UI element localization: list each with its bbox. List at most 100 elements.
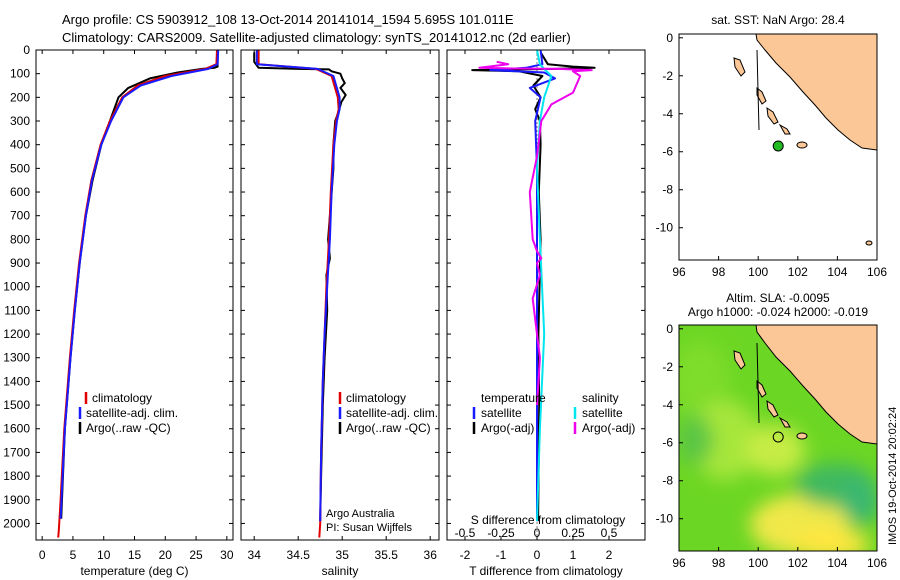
y-tick-label: 0: [666, 31, 673, 45]
difference-y-ticks: [447, 49, 645, 524]
climatology-title: Climatology: CARS2009. Satellite-adjuste…: [62, 30, 571, 45]
x-tick-label: 34.5: [287, 548, 311, 562]
series-line-argo-raw-qc-: [253, 52, 347, 522]
sla-map-title: Altim. SLA: -0.0095: [726, 291, 830, 305]
x-tick-label: 15: [128, 548, 142, 562]
x-tick-label: 5: [70, 548, 77, 562]
sst-map-frame: [678, 33, 878, 261]
temperature-y-axis: 0 100 200 300 400 500 600 700 800 900 1000 1100 1200…: [3, 43, 233, 530]
x-tick-label: -1: [496, 548, 507, 562]
y-tick-label: 1100: [4, 303, 30, 317]
sla-map-subtitle: Argo h1000: -0.024 h2000: -0.019: [688, 305, 868, 319]
island: [733, 350, 746, 370]
y-tick-label: -4: [662, 107, 673, 121]
salinity-difference-axis: -0.5 -0.25 0 0.25 0.5: [455, 50, 618, 540]
legend-heading-temperature: temperature: [481, 391, 546, 405]
x-tick-label: 102: [788, 556, 808, 570]
salinity-y-ticks: [241, 49, 439, 524]
y-tick-label: 1000: [3, 280, 30, 294]
y-tick-label: -8: [662, 474, 673, 488]
track-line: [756, 342, 760, 424]
x-tick-label: 10: [97, 548, 111, 562]
y-tick-label: 1500: [3, 398, 30, 412]
difference-panel: -2 -1 0 1 2 -0.5 -0.25 0 0.25 0.5 T difference f…: [446, 49, 646, 578]
island: [756, 379, 767, 398]
island: [865, 240, 873, 246]
series-line-satellite-adj-clim-: [59, 50, 220, 519]
y-tick-label: -6: [662, 436, 673, 450]
x-tick-label: 106: [867, 265, 887, 279]
series-line-t-satellite: [489, 50, 556, 522]
y-tick-label: -4: [662, 398, 673, 412]
series-line-s-satellite: [536, 50, 553, 522]
temperature-x-axis: 0 5 10 15 20 25 30: [39, 50, 234, 562]
sla-map-frame: [678, 324, 878, 552]
y-tick-label: 200: [10, 90, 30, 104]
x-tick-label: 102: [788, 265, 808, 279]
island: [733, 57, 746, 77]
profile-title: Argo profile: CS 5903912_108 13-Oct-2014…: [62, 12, 514, 27]
difference-legend: temperature salinity satellite Argo(-adj…: [472, 391, 635, 435]
difference-frame: [446, 49, 646, 541]
island: [766, 399, 779, 418]
x-tick-label: 98: [712, 556, 726, 570]
float-position-marker: [772, 431, 784, 443]
x-tick-label: 106: [867, 556, 887, 570]
s-tick-label: 0: [534, 526, 541, 540]
x-tick-label: 36: [424, 548, 438, 562]
x-tick-label: 100: [748, 265, 768, 279]
y-tick-label: 1900: [3, 493, 30, 507]
x-tick-label: 96: [672, 556, 686, 570]
x-tick-label: 1: [570, 548, 577, 562]
x-tick-label: 96: [672, 265, 686, 279]
y-tick-label: 400: [10, 138, 30, 152]
sst-map-title: sat. SST: NaN Argo: 28.4: [711, 13, 845, 27]
series-line-t-argo-adj-: [471, 51, 596, 522]
y-tick-label: -10: [656, 221, 674, 235]
temperature-legend: climatology satellite-adj. clim. Argo(..…: [78, 391, 178, 435]
y-tick-label: -6: [662, 145, 673, 159]
y-tick-label: 1800: [3, 469, 30, 483]
y-tick-label: 800: [10, 232, 30, 246]
s-tick-label: 0.5: [601, 526, 618, 540]
y-tick-label: 700: [10, 209, 30, 223]
y-tick-label: 0: [23, 43, 30, 57]
salinity-panel: 34 34.5 35 35.5 36 salinity climatology sate…: [240, 49, 440, 578]
s-difference-label: S difference from climatology: [471, 513, 626, 527]
x-tick-label: 0: [39, 548, 46, 562]
y-tick-label: 2000: [3, 516, 30, 530]
series-line-argo-raw-qc-: [60, 52, 219, 519]
x-tick-label: 35: [336, 548, 350, 562]
y-tick-label: 1300: [3, 351, 30, 365]
island: [778, 416, 791, 428]
y-tick-label: -2: [662, 69, 673, 83]
x-tick-label: 30: [220, 548, 234, 562]
institution-note: Argo Australia: [326, 508, 395, 520]
y-tick-label: 500: [10, 161, 30, 175]
legend-climatology: climatology: [92, 391, 152, 405]
sla-map-panel: Altim. SLA: -0.0095 Argo h1000: -0.024 h…: [656, 291, 888, 570]
x-tick-label: 0: [534, 548, 541, 562]
temperature-panel: 0100200300400500600700800900100011001200…: [3, 43, 234, 578]
y-tick-label: -10: [656, 512, 674, 526]
legend-s-argo: Argo(-adj): [582, 421, 635, 435]
legend-s-satellite: satellite: [582, 406, 623, 420]
island: [766, 106, 779, 125]
legend-satellite: satellite-adj. clim.: [86, 406, 178, 420]
t-difference-xlabel: T difference from climatology: [469, 564, 623, 578]
island: [796, 141, 808, 149]
legend-climatology: climatology: [346, 391, 406, 405]
float-position-marker: [772, 140, 784, 152]
legend-satellite: satellite-adj. clim.: [346, 406, 438, 420]
salinity-x-axis: 34 34.5 35 35.5 36: [248, 50, 438, 562]
temperature-xlabel: temperature (deg C): [80, 564, 188, 578]
x-tick-label: 100: [748, 556, 768, 570]
x-tick-label: 35.5: [375, 548, 399, 562]
y-tick-label: -8: [662, 183, 673, 197]
legend-argo: Argo(..raw -QC): [346, 421, 431, 435]
x-tick-label: -2: [460, 548, 471, 562]
salinity-series: [253, 50, 347, 538]
island: [778, 123, 791, 135]
y-tick-label: 1200: [3, 327, 30, 341]
